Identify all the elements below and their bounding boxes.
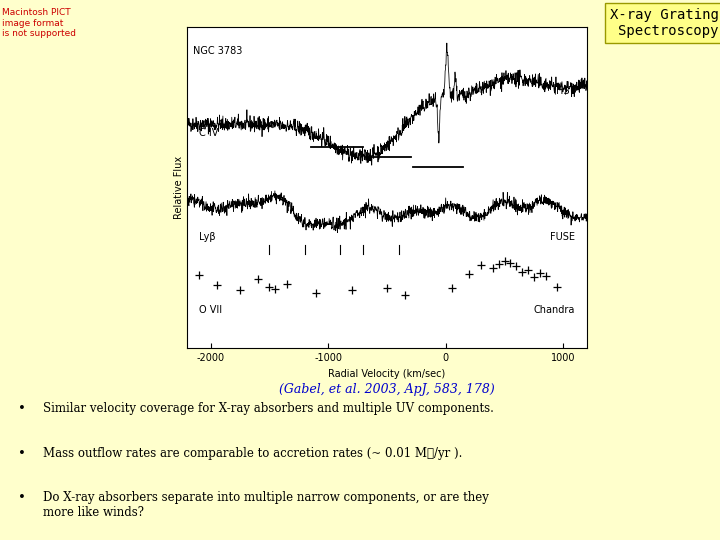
Text: Lyβ: Lyβ <box>199 232 215 242</box>
Text: Similar velocity coverage for X-ray absorbers and multiple UV components.: Similar velocity coverage for X-ray abso… <box>43 402 494 415</box>
Text: •: • <box>18 491 26 504</box>
Text: HST: HST <box>556 86 575 96</box>
Text: O VII: O VII <box>199 305 222 315</box>
Text: •: • <box>18 402 26 415</box>
Text: Macintosh PICT
image format
is not supported: Macintosh PICT image format is not suppo… <box>2 8 76 38</box>
Text: X-ray Grating
Spectroscopy: X-ray Grating Spectroscopy <box>610 8 719 38</box>
X-axis label: Radial Velocity (km/sec): Radial Velocity (km/sec) <box>328 369 446 379</box>
Text: Chandra: Chandra <box>534 305 575 315</box>
Text: Do X-ray absorbers separate into multiple narrow components, or are they
more li: Do X-ray absorbers separate into multipl… <box>43 491 489 519</box>
Y-axis label: Relative Flux: Relative Flux <box>174 156 184 219</box>
Text: FUSE: FUSE <box>550 232 575 242</box>
Text: •: • <box>18 447 26 460</box>
Text: NGC 3783: NGC 3783 <box>193 46 243 56</box>
Text: C IV: C IV <box>199 128 218 138</box>
Text: Mass outflow rates are comparable to accretion rates (~ 0.01 M☉/yr ).: Mass outflow rates are comparable to acc… <box>43 447 462 460</box>
Text: (Gabel, et al. 2003, ApJ, 583, 178): (Gabel, et al. 2003, ApJ, 583, 178) <box>279 383 495 396</box>
